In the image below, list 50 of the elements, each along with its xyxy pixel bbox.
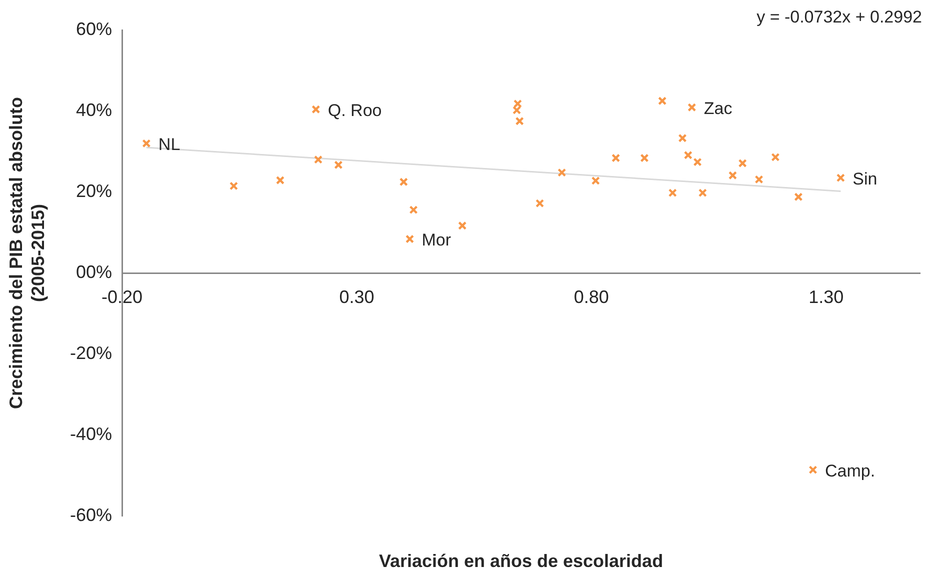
annotation: Q. Roo [328, 101, 382, 120]
point [640, 154, 649, 162]
x-tick-label: 0.80 [574, 286, 609, 307]
point [794, 192, 803, 202]
point [668, 188, 677, 198]
point [515, 116, 524, 126]
point [312, 105, 320, 114]
annotation: Mor [422, 230, 452, 250]
point [684, 150, 692, 160]
point [738, 158, 747, 168]
y-tick-label: 60% [76, 18, 112, 39]
x-tick-label: 1.30 [808, 286, 844, 307]
point [142, 139, 151, 148]
y-tick-label: -40% [70, 424, 112, 444]
point [314, 155, 323, 164]
annotation: NL [158, 135, 180, 154]
y-tick-label: -20% [70, 342, 112, 363]
y-axis-title: Crecimiento del PIB estatal absoluto (2005-2015) [6, 96, 48, 410]
x-axis-title: Variación en años de escolaridad [378, 550, 664, 571]
point [229, 182, 238, 190]
point [754, 175, 764, 184]
point [405, 234, 414, 244]
x-tick-label: 0.30 [339, 286, 374, 307]
point [728, 171, 737, 180]
point [678, 134, 687, 142]
point [612, 154, 620, 162]
annotation: Zac [704, 99, 733, 118]
point [658, 96, 667, 106]
annotation: Camp. [824, 462, 876, 481]
point [698, 188, 707, 198]
point [458, 221, 467, 230]
y-tick-label: -60% [70, 504, 112, 525]
y-tick-label: 00% [76, 262, 112, 282]
point [334, 160, 343, 170]
point [276, 176, 284, 185]
y-tick-label: 40% [76, 100, 112, 120]
text: y = -0.0732x + 0.2992 [756, 8, 922, 27]
point [771, 152, 780, 162]
point [808, 466, 818, 474]
x-tick-label: -0.20 [102, 286, 143, 307]
y-tick-label: 20% [76, 180, 112, 201]
point [688, 103, 696, 112]
point [591, 176, 600, 185]
point [409, 206, 418, 214]
annotation: Sin [852, 170, 878, 189]
point [836, 174, 845, 182]
point [693, 158, 702, 166]
point [536, 199, 544, 208]
point [399, 178, 408, 186]
point [558, 168, 566, 177]
